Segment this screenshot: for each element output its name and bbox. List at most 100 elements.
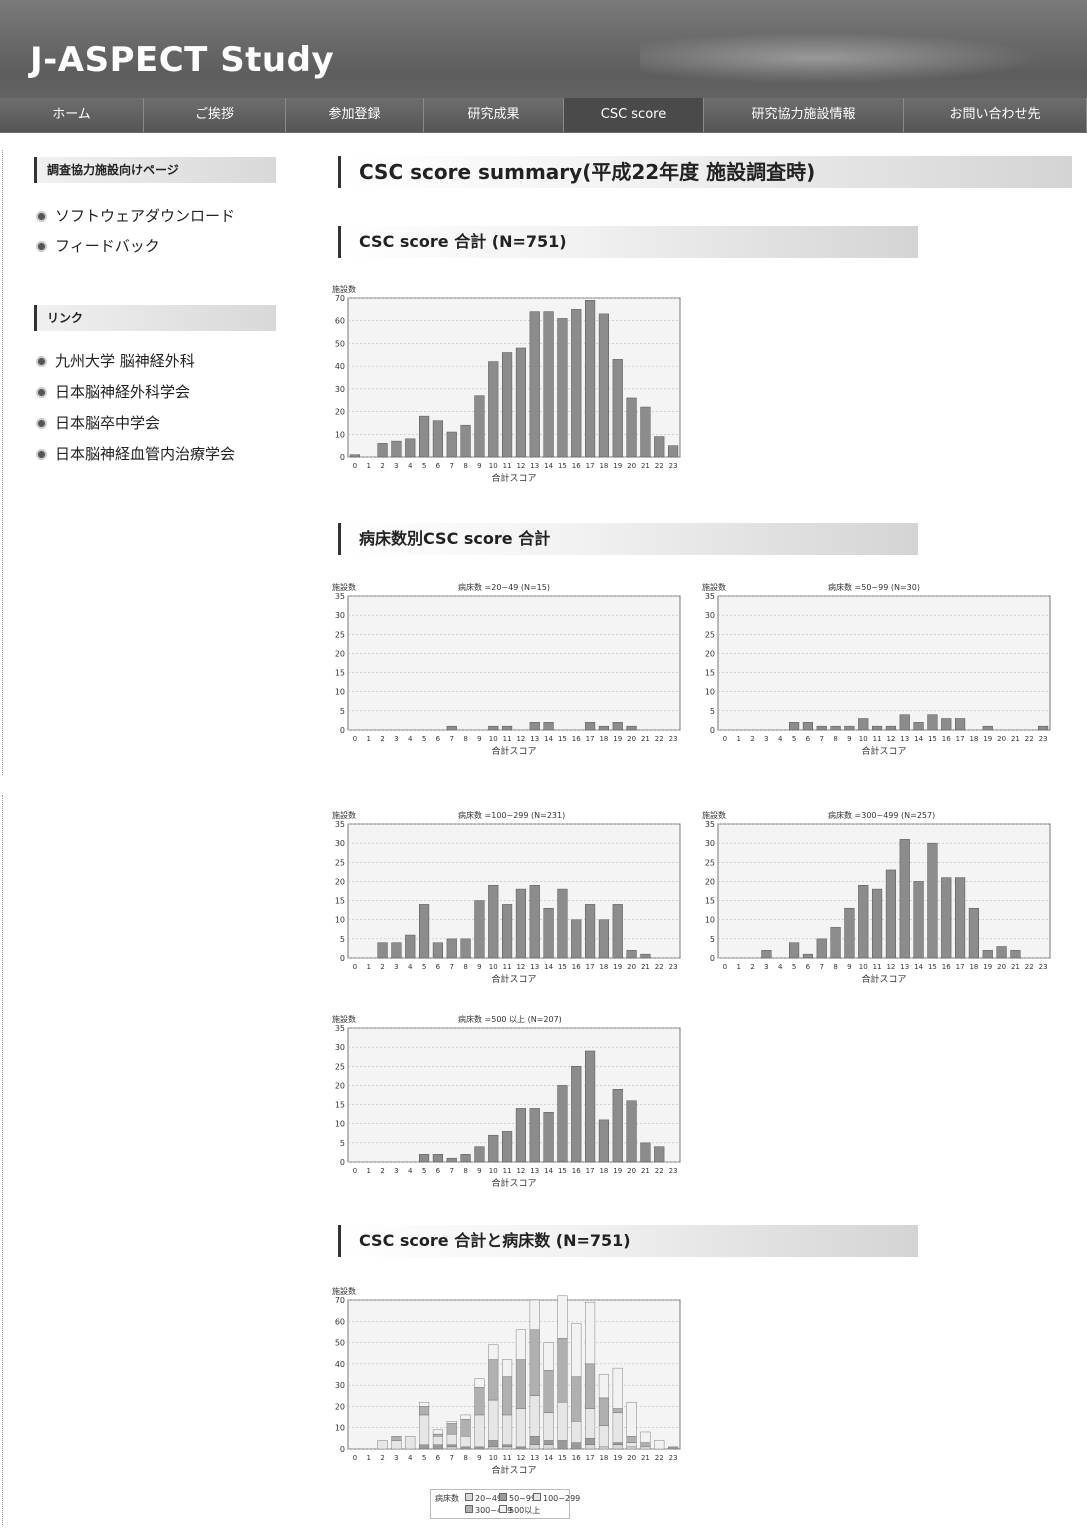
x-tick-label: 13 [530, 963, 539, 971]
y-tick-label: 40 [335, 1360, 345, 1369]
bar [598, 313, 610, 458]
main-nav: ホーム ご挨拶 参加登録 研究成果 CSC score 研究協力施設情報 お問い合わせ先 [0, 98, 1087, 132]
bar-segment [391, 1436, 402, 1441]
nav-item-5[interactable]: 研究協力施設情報 [704, 98, 904, 132]
x-tick-label: 23 [669, 462, 678, 470]
x-tick-label: 21 [1011, 963, 1020, 971]
x-tick-label: 4 [408, 1167, 413, 1175]
nav-item-6[interactable]: お問い合わせ先 [904, 98, 1087, 132]
x-tick-label: 5 [792, 735, 796, 743]
bar-segment [488, 1399, 499, 1441]
bar [1010, 950, 1021, 959]
x-tick-label: 22 [655, 462, 664, 470]
sidebar-link-neurosurgery-society[interactable]: 日本脳神経外科学会 [36, 381, 190, 402]
plot-area [717, 823, 1051, 959]
bar [612, 722, 623, 731]
legend-swatch [465, 1505, 473, 1513]
chart-title: 病床数 =100~299 (N=231) [458, 810, 565, 820]
nav-item-2[interactable]: 参加登録 [286, 98, 424, 132]
bar [982, 725, 993, 731]
x-tick-label: 11 [503, 462, 512, 470]
sidebar-link-endovascular-society[interactable]: 日本脳神経血管内治療学会 [36, 443, 235, 464]
x-tick-label: 22 [1025, 735, 1034, 743]
bar [488, 725, 499, 731]
bullet-icon [36, 356, 47, 367]
x-tick-label: 21 [641, 963, 650, 971]
x-tick-label: 4 [408, 462, 413, 470]
x-tick-label: 18 [599, 462, 608, 470]
x-tick-label: 18 [969, 735, 978, 743]
sidebar-link-feedback[interactable]: フィードバック [36, 235, 160, 256]
x-tick-label: 19 [613, 735, 622, 743]
x-tick-label: 2 [380, 735, 384, 743]
bar [543, 722, 554, 731]
sidebar-link-software-download[interactable]: ソフトウェアダウンロード [36, 205, 235, 226]
nav-item-0[interactable]: ホーム [0, 98, 144, 132]
legend-label: 500以上 [509, 1506, 541, 1515]
x-tick-label: 20 [627, 1454, 636, 1462]
x-tick-label: 17 [956, 735, 965, 743]
y-axis-label: 施設数 [332, 284, 356, 294]
x-tick-label: 11 [503, 1454, 512, 1462]
bar [654, 436, 665, 458]
sidebar-link-kyushu[interactable]: 九州大学 脳神経外科 [36, 350, 195, 371]
bar-segment [612, 1408, 623, 1414]
x-tick-label: 7 [820, 963, 824, 971]
legend-item: 500以上 [499, 1505, 540, 1516]
site-title[interactable]: J-ASPECT Study [30, 40, 335, 80]
bar-segment [432, 1429, 443, 1435]
bar-segment [460, 1414, 471, 1420]
x-tick-label: 12 [516, 1454, 525, 1462]
bar [927, 714, 938, 731]
bar [816, 938, 827, 959]
bar-segment [585, 1444, 596, 1450]
chart-legend: 病床数 20~49 50~99 100~299 300~499 500以上 [430, 1489, 580, 1519]
sidebar-link-stroke-society[interactable]: 日本脳卒中学会 [36, 412, 160, 433]
bar-segment [529, 1329, 540, 1396]
bar [391, 942, 402, 959]
nav-item-1[interactable]: ご挨拶 [144, 98, 286, 132]
legend-label: 100~299 [543, 1494, 581, 1503]
bar [612, 904, 623, 959]
bar [418, 904, 430, 959]
y-tick-label: 0 [340, 1158, 345, 1167]
bar [349, 454, 361, 458]
x-tick-label: 20 [997, 735, 1006, 743]
x-tick-label: 23 [669, 1167, 678, 1175]
y-tick-label: 0 [340, 954, 345, 963]
x-tick-label: 16 [572, 1167, 581, 1175]
legend-label: 50~99 [509, 1494, 537, 1503]
x-tick-label: 10 [489, 963, 498, 971]
bar [788, 722, 800, 731]
left-border-lower [2, 795, 4, 1525]
nav-item-3[interactable]: 研究成果 [424, 98, 564, 132]
bar [515, 1108, 527, 1163]
bar-segment [543, 1370, 554, 1414]
x-tick-label: 4 [408, 1454, 413, 1462]
x-tick-label: 20 [627, 735, 636, 743]
bar [913, 881, 924, 959]
y-tick-label: 20 [335, 877, 345, 886]
x-tick-label: 13 [530, 462, 539, 470]
nav-item-4[interactable]: CSC score [564, 98, 704, 132]
bar-segment [598, 1374, 609, 1399]
bar-segment [529, 1395, 540, 1437]
x-tick-label: 1 [737, 963, 741, 971]
bar-segment [460, 1418, 471, 1437]
bar [598, 1119, 610, 1163]
bullet-icon [36, 387, 47, 398]
bar-segment [488, 1344, 499, 1360]
bar [996, 946, 1007, 959]
x-tick-label: 8 [463, 963, 467, 971]
bar-segment [502, 1359, 513, 1377]
y-tick-label: 10 [705, 688, 715, 697]
x-tick-label: 2 [750, 963, 754, 971]
bar-segment [557, 1440, 568, 1450]
x-tick-label: 16 [942, 963, 951, 971]
x-tick-label: 2 [380, 1454, 384, 1462]
x-tick-label: 3 [394, 735, 398, 743]
x-tick-label: 13 [900, 735, 909, 743]
chart-title: 病床数 =50~99 (N=30) [828, 582, 920, 592]
